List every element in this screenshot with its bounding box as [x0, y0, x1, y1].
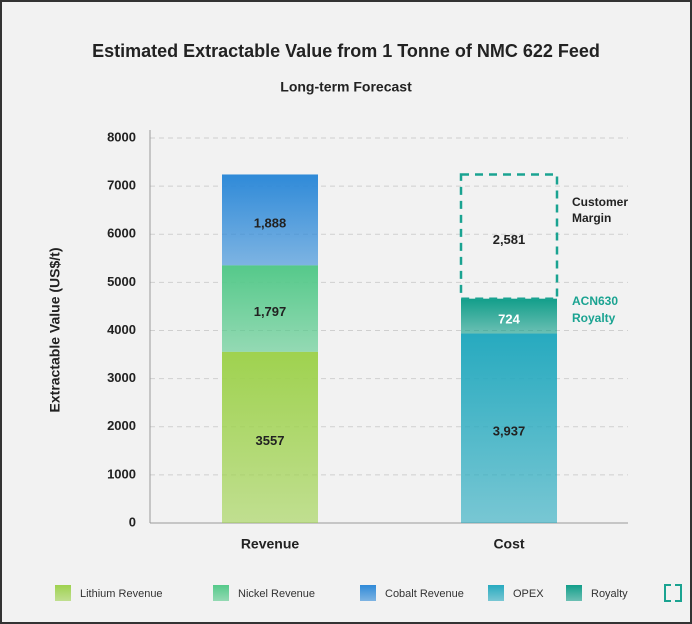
legend-label: Cobalt Revenue [385, 588, 464, 600]
bar-segment [222, 351, 318, 523]
legend-label: Nickel Revenue [238, 588, 315, 600]
legend-swatch [360, 585, 376, 601]
y-axis-label: Extractable Value (US$/t) [47, 248, 63, 413]
chart-subtitle: Long-term Forecast [280, 79, 412, 95]
data-label: 724 [498, 312, 520, 327]
y-tick-label: 5000 [107, 274, 136, 289]
x-tick-label: Cost [493, 536, 524, 552]
bar-segment [222, 265, 318, 352]
legend-label: Royalty [591, 588, 628, 600]
legend-swatch [55, 585, 71, 601]
y-tick-label: 3000 [107, 370, 136, 385]
legend-swatch [213, 585, 229, 601]
y-tick-label: 0 [129, 514, 136, 529]
data-label: 3,937 [493, 424, 526, 439]
legend-label: OPEX [513, 588, 544, 600]
annotation: Customer [572, 195, 628, 209]
data-label: 2,581 [493, 232, 526, 247]
bar-segment [222, 174, 318, 266]
data-label: 1,888 [254, 215, 287, 230]
y-tick-label: 4000 [107, 322, 136, 337]
chart-title: Estimated Extractable Value from 1 Tonne… [92, 41, 600, 61]
bar-segment [461, 298, 557, 334]
legend-swatch [566, 585, 582, 601]
y-tick-label: 7000 [107, 178, 136, 193]
legend-swatch [664, 584, 682, 602]
y-tick-label: 2000 [107, 418, 136, 433]
legend-label: Lithium Revenue [80, 588, 163, 600]
legend-swatch [488, 585, 504, 601]
bar-segment [459, 173, 559, 300]
data-label: 3557 [256, 433, 285, 448]
y-tick-label: 6000 [107, 226, 136, 241]
y-tick-label: 8000 [107, 129, 136, 144]
annotation: ACN630 [572, 294, 618, 308]
legend-label: Margin [690, 588, 692, 600]
bar-segment [461, 333, 557, 523]
y-tick-label: 1000 [107, 466, 136, 481]
x-tick-label: Revenue [241, 536, 300, 552]
annotation: Margin [572, 211, 611, 225]
annotation: Royalty [572, 311, 616, 325]
data-label: 1,797 [254, 304, 287, 319]
